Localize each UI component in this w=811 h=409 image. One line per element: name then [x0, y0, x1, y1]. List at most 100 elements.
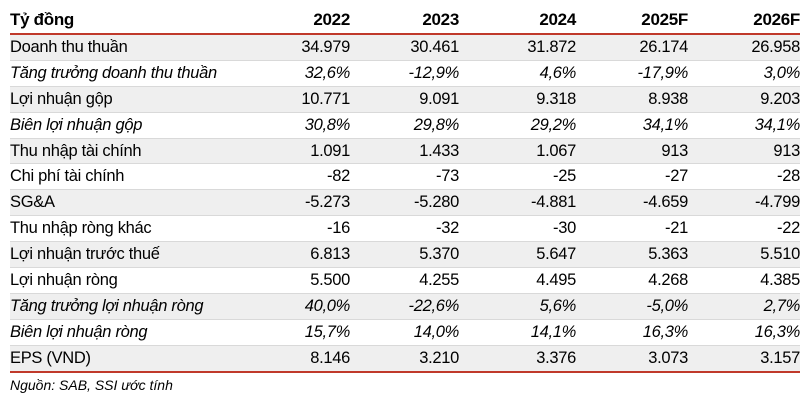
cell-value: -73	[436, 167, 459, 186]
cell-value: -12,9%	[408, 63, 460, 82]
cell-value: -27	[665, 167, 688, 186]
row-label: Tăng trưởng doanh thu thuần	[10, 63, 217, 82]
cell-value: 34.979	[301, 37, 350, 56]
cell-value: 1.067	[536, 141, 576, 160]
cell-value: -5.280	[414, 193, 459, 212]
table-row: Biên lợi nhuận ròng 15,7% 14,0% 14,1% 16,3% 1…	[10, 319, 801, 346]
cell-value: 30.461	[410, 37, 459, 56]
table-row: Lợi nhuận trước thuế 6.813 5.370 5.647 5.363…	[10, 241, 800, 268]
cell-value: 5.510	[760, 245, 800, 264]
cell-value: 4.255	[419, 271, 459, 290]
row-label: Lợi nhuận trước thuế	[10, 245, 160, 264]
table-row: Lợi nhuận ròng 5.500 4.255 4.495 4.268 4.385	[10, 268, 800, 294]
table-row: SG&A -5.273 -5.280 -4.881 -4.659 -4.799	[10, 189, 800, 216]
table-row: Thu nhập tài chính 1.091 1.433 1.067 913 913	[10, 138, 800, 164]
row-label: Lợi nhuận ròng	[10, 271, 118, 290]
table-row: Tăng trưởng lợi nhuận ròng 40,0% -22,6% 5,6…	[10, 293, 801, 320]
cell-value: 3.157	[760, 348, 800, 367]
cell-value: 2,7%	[763, 296, 801, 315]
financial-table: Tỷ đồng 2022 2023 2024 2025F 2026F Doanh…	[10, 8, 800, 373]
header-year-2024: 2024	[539, 10, 576, 29]
cell-value: 31.872	[527, 37, 576, 56]
cell-value: 4,6%	[539, 63, 577, 82]
cell-value: 16,3%	[754, 322, 801, 341]
row-label: Doanh thu thuần	[10, 37, 128, 56]
cell-value: 32,6%	[304, 63, 351, 82]
table-body: Doanh thu thuần 34.979 30.461 31.872 26.174 2…	[10, 33, 801, 372]
cell-value: 3.376	[536, 348, 576, 367]
row-label: Thu nhập ròng khác	[10, 219, 152, 238]
cell-value: 9.203	[760, 89, 800, 108]
source-note: Nguồn: SAB, SSI ước tính	[10, 377, 173, 393]
cell-value: -17,9%	[637, 63, 689, 82]
cell-value: 3,0%	[763, 63, 801, 82]
table-row: Lợi nhuận gộp 10.771 9.091 9.318 8.938 9.203	[10, 86, 800, 113]
row-label: Biên lợi nhuận ròng	[10, 322, 148, 341]
cell-value: 14,0%	[413, 322, 460, 341]
cell-value: 40,0%	[304, 296, 351, 315]
cell-value: 5.363	[648, 245, 688, 264]
table-row: Chi phí tài chính -82 -73 -25 -27 -28	[10, 164, 800, 190]
cell-value: 4.268	[648, 271, 688, 290]
row-label: SG&A	[10, 193, 55, 212]
cell-value: 26.174	[639, 37, 688, 56]
cell-value: 4.495	[536, 271, 576, 290]
cell-value: -4.799	[755, 193, 800, 212]
cell-value: 9.318	[536, 89, 576, 108]
header-unit: Tỷ đồng	[10, 10, 74, 29]
cell-value: 1.091	[310, 141, 350, 160]
cell-value: 9.091	[419, 89, 459, 108]
cell-value: 913	[773, 141, 800, 160]
cell-value: -82	[327, 167, 350, 186]
cell-value: -28	[777, 167, 800, 186]
cell-value: 3.210	[419, 348, 459, 367]
cell-value: 26.958	[751, 37, 800, 56]
table-row: Doanh thu thuần 34.979 30.461 31.872 26.174 2…	[10, 33, 800, 61]
cell-value: -32	[436, 219, 459, 238]
cell-value: 5,6%	[539, 296, 577, 315]
row-label: Thu nhập tài chính	[10, 141, 142, 160]
cell-value: -4.659	[643, 193, 688, 212]
cell-value: -25	[553, 167, 576, 186]
table-header-row: Tỷ đồng 2022 2023 2024 2025F 2026F	[10, 8, 800, 34]
table-row: Thu nhập ròng khác -16 -32 -30 -21 -22	[10, 216, 800, 242]
cell-value: 5.647	[536, 245, 576, 264]
row-label: Lợi nhuận gộp	[10, 89, 113, 108]
cell-value: -16	[327, 219, 350, 238]
cell-value: 30,8%	[304, 115, 351, 134]
cell-value: 1.433	[419, 141, 459, 160]
cell-value: 8.938	[648, 89, 688, 108]
cell-value: 34,1%	[754, 115, 801, 134]
cell-value: -30	[553, 219, 576, 238]
cell-value: 913	[661, 141, 688, 160]
cell-value: 4.385	[760, 271, 800, 290]
table-row: Biên lợi nhuận gộp 30,8% 29,8% 29,2% 34,1% 34…	[10, 112, 801, 139]
cell-value: 10.771	[301, 89, 350, 108]
row-label: Tăng trưởng lợi nhuận ròng	[10, 296, 204, 315]
cell-value: 3.073	[648, 348, 688, 367]
header-year-2022: 2022	[313, 10, 350, 29]
cell-value: -4.881	[531, 193, 576, 212]
cell-value: 8.146	[310, 348, 350, 367]
cell-value: 34,1%	[642, 115, 689, 134]
header-year-2026f: 2026F	[753, 10, 800, 29]
table-row: Tăng trưởng doanh thu thuần 32,6% -12,9% 4,…	[10, 60, 801, 87]
cell-value: 15,7%	[304, 322, 351, 341]
cell-value: -5,0%	[646, 296, 688, 315]
cell-value: 5.370	[419, 245, 459, 264]
row-label: Chi phí tài chính	[10, 167, 125, 186]
cell-value: 5.500	[310, 271, 350, 290]
cell-value: -5.273	[305, 193, 350, 212]
row-label: Biên lợi nhuận gộp	[10, 115, 143, 134]
cell-value: 16,3%	[642, 322, 689, 341]
cell-value: -22,6%	[408, 296, 460, 315]
cell-value: 14,1%	[530, 322, 577, 341]
header-year-2025f: 2025F	[641, 10, 688, 29]
cell-value: -22	[777, 219, 800, 238]
cell-value: -21	[665, 219, 688, 238]
cell-value: 6.813	[310, 245, 350, 264]
row-label: EPS (VND)	[10, 348, 91, 367]
header-year-2023: 2023	[422, 10, 459, 29]
cell-value: 29,8%	[413, 115, 460, 134]
table-row: EPS (VND) 8.146 3.210 3.376 3.073 3.157	[10, 345, 800, 372]
